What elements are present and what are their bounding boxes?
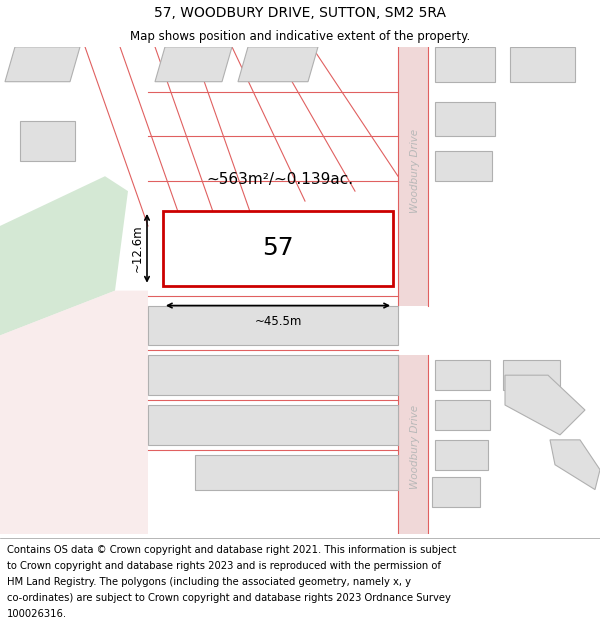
Polygon shape — [148, 405, 398, 445]
Polygon shape — [435, 47, 495, 82]
Text: ~563m²/~0.139ac.: ~563m²/~0.139ac. — [206, 172, 353, 187]
Text: Map shows position and indicative extent of the property.: Map shows position and indicative extent… — [130, 30, 470, 43]
Polygon shape — [432, 477, 480, 506]
Polygon shape — [510, 47, 575, 82]
Text: 57, WOODBURY DRIVE, SUTTON, SM2 5RA: 57, WOODBURY DRIVE, SUTTON, SM2 5RA — [154, 6, 446, 20]
Polygon shape — [5, 47, 80, 82]
Polygon shape — [20, 121, 75, 161]
Text: co-ordinates) are subject to Crown copyright and database rights 2023 Ordnance S: co-ordinates) are subject to Crown copyr… — [7, 593, 451, 603]
Polygon shape — [435, 102, 495, 136]
Polygon shape — [155, 47, 232, 82]
Text: Contains OS data © Crown copyright and database right 2021. This information is : Contains OS data © Crown copyright and d… — [7, 545, 457, 555]
Polygon shape — [550, 440, 600, 489]
Polygon shape — [148, 355, 398, 395]
Polygon shape — [238, 47, 318, 82]
Polygon shape — [435, 151, 492, 181]
Text: Woodbury Drive: Woodbury Drive — [410, 129, 420, 213]
Polygon shape — [435, 360, 490, 390]
Text: 57: 57 — [262, 236, 294, 261]
Text: to Crown copyright and database rights 2023 and is reproduced with the permissio: to Crown copyright and database rights 2… — [7, 561, 441, 571]
Text: ~12.6m: ~12.6m — [131, 224, 144, 272]
Bar — [163, 211, 393, 286]
Polygon shape — [0, 176, 128, 336]
Polygon shape — [503, 360, 560, 390]
Text: 100026316.: 100026316. — [7, 609, 67, 619]
Polygon shape — [148, 306, 398, 346]
Polygon shape — [0, 291, 148, 534]
Text: ~45.5m: ~45.5m — [254, 316, 302, 329]
Text: Woodbury Drive: Woodbury Drive — [410, 405, 420, 489]
Polygon shape — [195, 455, 398, 489]
Polygon shape — [435, 400, 490, 430]
Polygon shape — [435, 440, 488, 470]
Text: HM Land Registry. The polygons (including the associated geometry, namely x, y: HM Land Registry. The polygons (includin… — [7, 577, 411, 587]
Polygon shape — [505, 375, 585, 435]
Bar — [398, 355, 428, 534]
Bar — [398, 47, 428, 306]
